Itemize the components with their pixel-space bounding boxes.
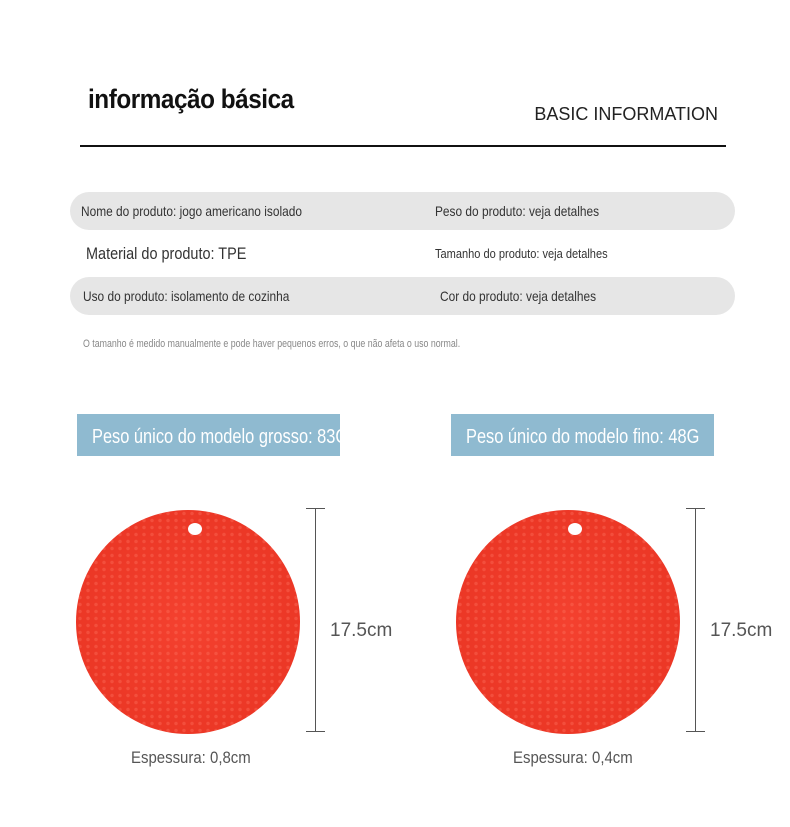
hang-hole xyxy=(568,523,582,535)
info-row: Uso do produto: isolamento de cozinha Co… xyxy=(70,277,735,315)
info-material: Material do produto: TPE xyxy=(86,244,247,263)
thick-trivet-image xyxy=(76,510,300,734)
thick-diameter: 17.5cm xyxy=(330,620,393,641)
info-color: Cor do produto: veja detalhes xyxy=(440,288,597,304)
info-product-weight: Peso do produto: veja detalhes xyxy=(435,203,600,219)
info-usage: Uso do produto: isolamento de cozinha xyxy=(83,288,290,304)
thin-trivet-image xyxy=(456,510,680,734)
info-row: Nome do produto: jogo americano isolado … xyxy=(70,192,735,230)
thin-thickness: Espessura: 0,4cm xyxy=(513,748,633,767)
page-title: informação básica xyxy=(88,84,294,114)
diameter-ruler xyxy=(306,508,325,732)
thick-model-banner: Peso único do modelo grosso: 83G xyxy=(77,414,340,456)
info-row: Material do produto: TPE Tamanho do prod… xyxy=(70,235,735,273)
diameter-ruler xyxy=(686,508,705,732)
divider xyxy=(80,145,726,147)
thin-model-weight: Peso único do modelo fino: 48G xyxy=(466,426,700,448)
page-subtitle: BASIC INFORMATION xyxy=(534,104,718,124)
info-product-name: Nome do produto: jogo americano isolado xyxy=(81,203,302,219)
size-note: O tamanho é medido manualmente e pode ha… xyxy=(83,338,461,350)
thick-model-weight: Peso único do modelo grosso: 83G xyxy=(92,426,340,448)
thick-thickness: Espessura: 0,8cm xyxy=(131,748,251,767)
thin-model-banner: Peso único do modelo fino: 48G xyxy=(451,414,714,456)
thin-diameter: 17.5cm xyxy=(710,620,773,641)
hang-hole xyxy=(188,523,202,535)
info-size: Tamanho do produto: veja detalhes xyxy=(435,246,608,261)
